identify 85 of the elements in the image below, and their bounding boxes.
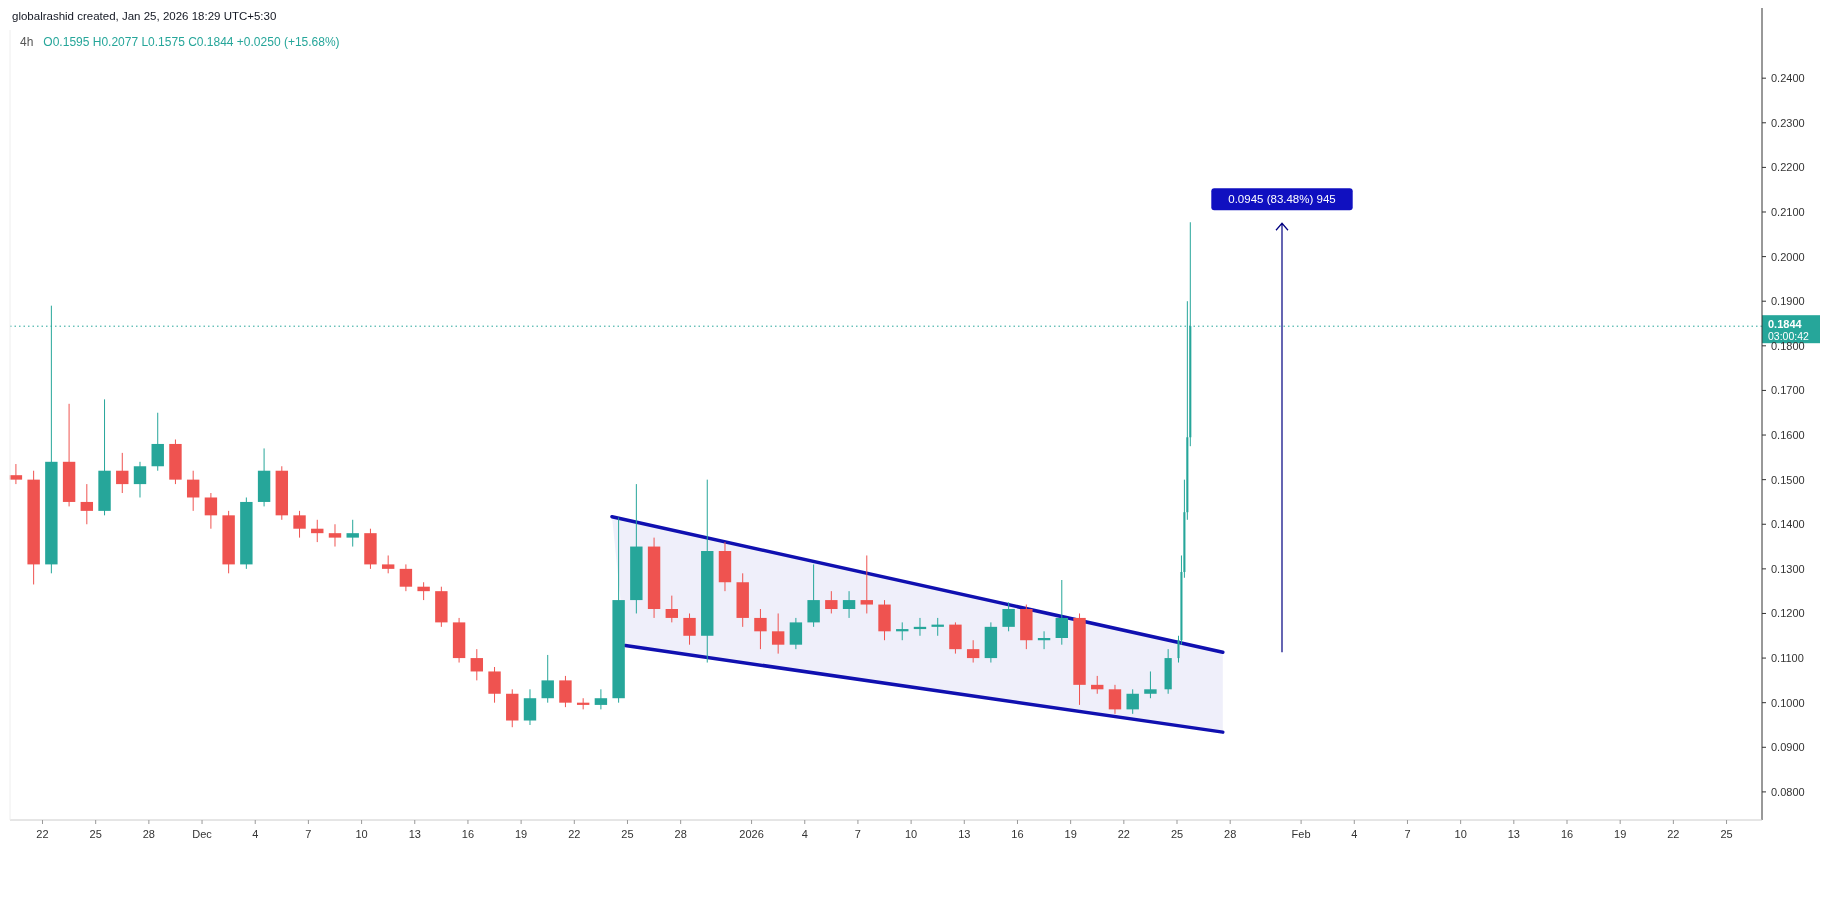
x-tick-label: 10 (904, 828, 918, 840)
text: 4h (20, 35, 34, 49)
candlestick (1108, 684, 1122, 715)
y-tick-label: 0.1300 (1771, 562, 1805, 575)
candlestick (842, 590, 856, 619)
x-tick-label: 16 (1560, 828, 1574, 840)
candlestick (789, 617, 803, 650)
candlestick (1144, 670, 1157, 699)
candlestick (754, 608, 767, 650)
y-tick-label: 0.2100 (1771, 206, 1805, 218)
x-tick-label: 25 (89, 828, 102, 840)
x-tick-label: 13 (408, 828, 421, 840)
x-tick-label: 7 (1404, 828, 1411, 840)
text: O0.1595 H0.2077 L0.1575 C0.1844 +0.0250 (+15.68%) (43, 35, 340, 49)
candlestick (807, 563, 820, 628)
candlestick (665, 595, 679, 623)
x-tick-label: 22 (1667, 828, 1680, 840)
x-tick-label: 4 (252, 828, 259, 840)
x-tick-label: 25 (1720, 828, 1733, 840)
y-tick-label: 0.2000 (1771, 250, 1805, 263)
candlestick (293, 510, 306, 539)
candlestick (860, 554, 873, 614)
x-tick-label: 7 (305, 828, 312, 840)
y-tick-label: 0.1900 (1771, 295, 1805, 308)
y-tick-label: 0.2400 (1771, 72, 1805, 85)
y-tick-label: 0.1500 (1771, 473, 1805, 486)
text: globalrashid created, Jan 25, 2026 18:29 UTC+5:30 (12, 10, 277, 22)
candlestick (523, 688, 537, 726)
y-tick-label: 0.1700 (1771, 384, 1805, 397)
candlestick (594, 688, 608, 710)
candlestick (399, 563, 413, 592)
candlestick (328, 523, 342, 548)
candlestick (1002, 601, 1015, 632)
y-tick-label: 0.0900 (1771, 741, 1805, 754)
x-tick-label: 22 (36, 828, 49, 840)
x-tick-label: 25 (1170, 828, 1184, 840)
candlestick (186, 470, 200, 512)
y-tick-label: 0.1000 (1771, 696, 1805, 709)
x-tick-label: 19 (1614, 828, 1627, 840)
x-tick-label: 16 (1011, 828, 1024, 840)
x-tick-label: 4 (801, 828, 808, 840)
candlestick (470, 648, 484, 681)
x-tick-label: 28 (142, 828, 155, 840)
candlestick (9, 463, 23, 485)
candlestick (683, 612, 696, 646)
candlestick (488, 666, 501, 704)
x-tick-label: 19 (515, 828, 528, 840)
candlestick (204, 492, 218, 530)
candlestick (346, 519, 359, 548)
annotation: 0.0945 (83.48%) 945 (1228, 193, 1336, 206)
x-tick-label: 16 (461, 828, 475, 840)
x-tick-label: 4 (1351, 828, 1358, 840)
x-tick-label: 28 (674, 828, 687, 840)
x-tick-label: 2026 (739, 828, 764, 840)
candlestick (116, 452, 129, 494)
x-tick-label: 13 (958, 828, 971, 840)
y-tick-label: 0.1100 (1771, 652, 1804, 665)
candlestick (825, 590, 838, 614)
candlestick (1055, 579, 1068, 646)
x-tick-label: 19 (1064, 828, 1077, 840)
x-tick-label: 10 (355, 828, 368, 840)
candlestick (559, 675, 572, 708)
x-tick-label: Feb (1291, 828, 1311, 840)
ref-line-label: 0.1844 (1768, 318, 1803, 331)
y-tick-label: 0.1600 (1771, 429, 1805, 442)
candlestick (133, 461, 147, 498)
y-tick-label: 0.2300 (1771, 116, 1805, 129)
candlestick (541, 654, 554, 704)
x-tick-label: Dec (192, 828, 213, 840)
x-tick-label: 25 (621, 828, 634, 840)
y-tick-label: 0.0800 (1771, 785, 1805, 798)
candlestick (1126, 688, 1139, 715)
x-tick-label: 22 (1117, 828, 1130, 840)
x-tick-label: 22 (568, 828, 581, 840)
x-tick-label: 7 (854, 828, 861, 840)
x-tick-label: 10 (1454, 828, 1467, 840)
x-tick-label: 13 (1507, 828, 1520, 840)
candlestick (151, 412, 164, 472)
candlestick (771, 612, 785, 655)
candlestick (80, 483, 94, 525)
y-tick-label: 0.1200 (1771, 607, 1805, 620)
y-tick-label: 0.1400 (1771, 518, 1805, 531)
candlestick (966, 639, 980, 664)
x-tick-label: 28 (1224, 828, 1237, 840)
y-tick-label: 0.2200 (1771, 161, 1805, 174)
